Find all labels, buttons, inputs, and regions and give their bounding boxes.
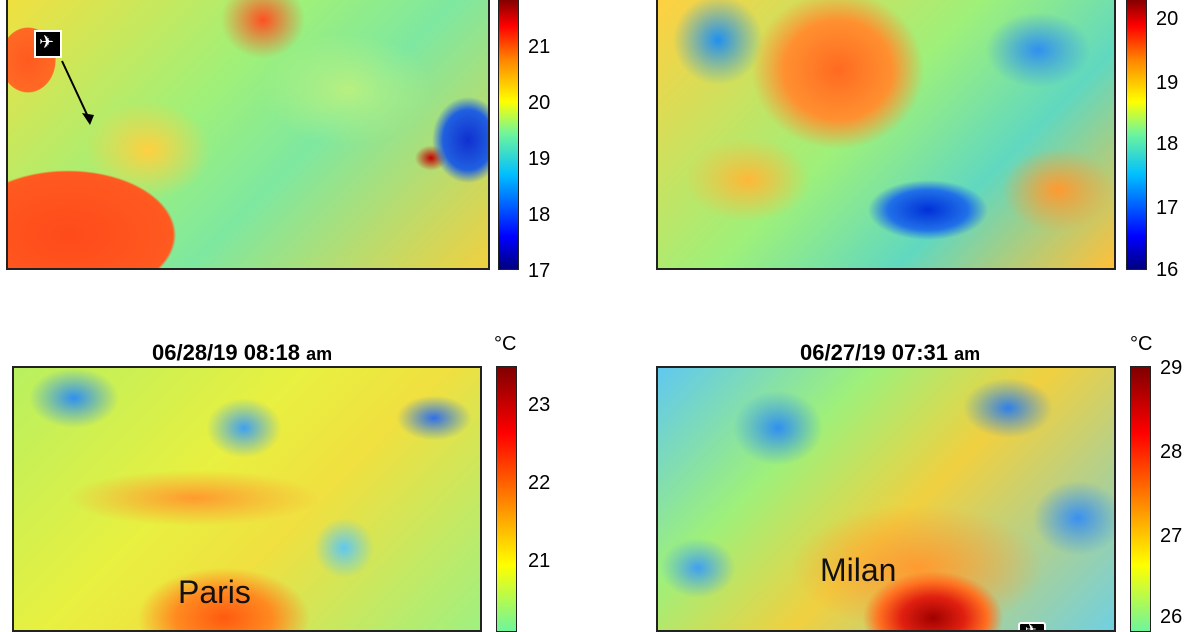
panel-title-milan: 06/27/19 07:31 am [800, 340, 980, 366]
tick-label: 18 [1156, 133, 1179, 155]
tick-label: 20 [1156, 8, 1179, 30]
tick-label: 17 [528, 260, 551, 282]
city-label-paris: Paris [178, 574, 251, 610]
thermal-map-milan: Milan [656, 366, 1116, 632]
timestamp-ampm: am [954, 344, 981, 364]
tick-label: 20 [528, 92, 551, 114]
unit-label: °C [1130, 333, 1153, 355]
airplane-icon [34, 30, 62, 58]
colorbar-paris [496, 366, 517, 632]
tick-label: 16 [1156, 259, 1179, 281]
colorbar-top-right [1126, 0, 1147, 270]
colorbar-top-left [498, 0, 519, 270]
tick-label: 29 [1160, 357, 1183, 379]
tick-label: 26 [1160, 606, 1183, 628]
colorbar-milan [1130, 366, 1151, 632]
tick-label: 23 [528, 394, 551, 416]
tick-label: 19 [528, 148, 551, 170]
city-label-milan: Milan [820, 552, 897, 588]
tick-label: 27 [1160, 525, 1183, 547]
tick-label: 22 [528, 472, 551, 494]
thermal-map-paris: Paris [12, 366, 482, 632]
timestamp: 06/28/19 08:18 [152, 340, 301, 365]
airplane-icon [1018, 621, 1046, 630]
timestamp-ampm: am [306, 344, 333, 364]
thermal-map-top-right [656, 0, 1116, 270]
tick-label: 18 [528, 204, 551, 226]
unit-label: °C [494, 333, 517, 355]
tick-label: 21 [528, 36, 551, 58]
airport-arrow [61, 60, 94, 125]
thermal-map-top-left [6, 0, 490, 270]
timestamp: 06/27/19 07:31 [800, 340, 949, 365]
tick-label: 17 [1156, 197, 1179, 219]
tick-label: 28 [1160, 441, 1183, 463]
tick-label: 19 [1156, 72, 1179, 94]
tick-label: 21 [528, 550, 551, 572]
panel-title-paris: 06/28/19 08:18 am [152, 340, 332, 366]
